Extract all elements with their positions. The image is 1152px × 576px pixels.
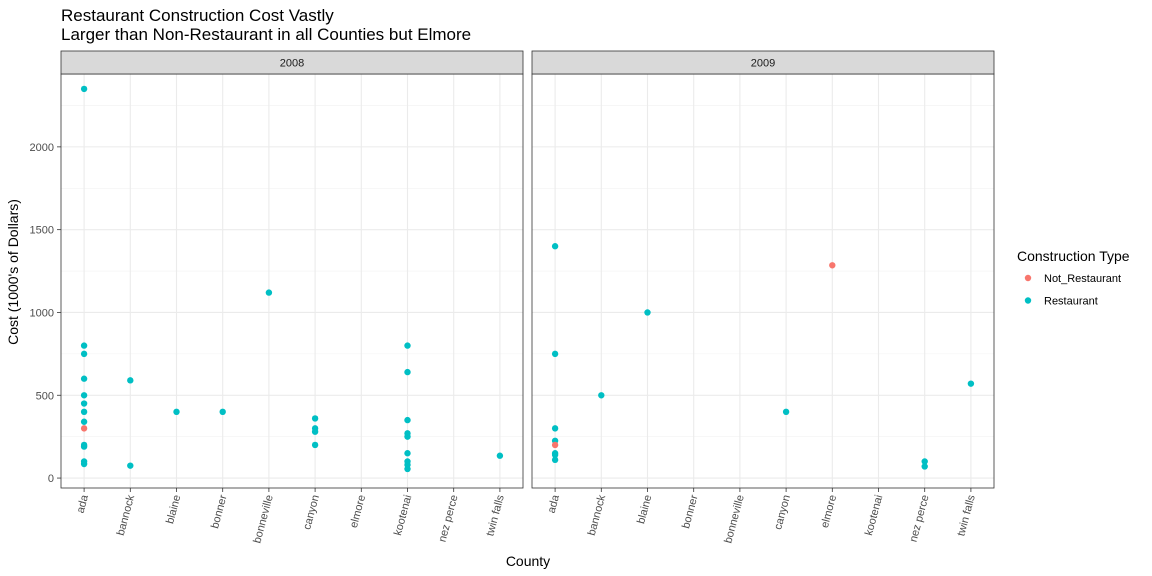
- x-tick-label: canyon: [301, 494, 322, 531]
- data-point: [80, 408, 88, 416]
- data-point: [80, 375, 88, 382]
- x-tick-label: kootenai: [392, 494, 414, 537]
- data-point: [644, 309, 651, 316]
- data-point: [551, 451, 559, 459]
- data-point: [598, 392, 605, 399]
- facet-panel: 2008 ada bannock blaine bonner bonneville cany…: [60, 50, 524, 545]
- x-tick-label: blaine: [635, 494, 654, 525]
- legend-title: Construction Type: [1017, 248, 1130, 264]
- data-point: [80, 425, 88, 432]
- data-point: [80, 460, 88, 468]
- data-point: [782, 408, 790, 416]
- facet-strip-label: 2009: [751, 58, 775, 70]
- y-axis-title: Cost (1000's of Dollars): [5, 199, 21, 345]
- data-point: [219, 408, 226, 416]
- data-point: [921, 458, 928, 465]
- facet-strip-label: 2008: [280, 58, 304, 70]
- panel-background: [532, 74, 994, 488]
- y-axis: 0 500 1000 1500 2000: [30, 142, 61, 485]
- x-tick-label: twin falls: [484, 493, 507, 537]
- data-point: [311, 428, 319, 435]
- x-tick-label: blaine: [164, 494, 183, 525]
- x-tick-label: bannock: [115, 493, 137, 537]
- facet-strip: [60, 50, 524, 75]
- x-tick-label: twin falls: [955, 493, 978, 537]
- data-point: [265, 289, 273, 296]
- x-tick-label: bonner: [209, 493, 230, 530]
- legend-swatch: [1024, 297, 1032, 304]
- y-tick-label: 0: [48, 473, 54, 485]
- data-point: [173, 408, 180, 416]
- data-point: [80, 350, 88, 358]
- x-tick-label: ada: [75, 493, 92, 515]
- x-tick-label: elmore: [819, 494, 839, 530]
- legend: Construction Type Not_Restaurant Restaura…: [1017, 248, 1130, 309]
- data-point: [967, 380, 975, 387]
- data-point: [80, 443, 88, 450]
- chart-subtitle: Larger than Non-Restaurant in all Counti…: [61, 25, 471, 44]
- data-point: [80, 85, 88, 93]
- data-point: [551, 425, 559, 432]
- legend-swatch: [1024, 274, 1032, 282]
- x-tick-label: bonneville: [722, 494, 746, 545]
- data-point: [80, 400, 88, 407]
- data-point: [551, 441, 559, 449]
- panel-background: [61, 74, 523, 488]
- data-point: [80, 392, 88, 399]
- data-point: [127, 462, 134, 469]
- x-tick-label: nez perce: [437, 494, 461, 544]
- data-point: [829, 262, 836, 269]
- x-tick-label: canyon: [772, 494, 793, 531]
- data-point: [496, 452, 504, 459]
- data-point: [311, 441, 319, 449]
- data-point: [80, 418, 88, 425]
- data-point: [551, 350, 559, 358]
- legend-label: Not_Restaurant: [1044, 273, 1121, 285]
- data-point: [404, 342, 411, 349]
- data-point: [404, 416, 411, 424]
- x-tick-label: bonner: [680, 493, 701, 530]
- data-point: [127, 377, 134, 384]
- chart-title: Restaurant Construction Cost Vastly: [61, 6, 334, 25]
- data-point: [921, 463, 928, 470]
- x-tick-label: kootenai: [863, 494, 885, 537]
- data-point: [404, 433, 411, 440]
- x-axis-title: County: [506, 553, 550, 569]
- data-point: [404, 450, 411, 457]
- facet-panel: 2009 ada bannock blaine bonner bonneville cany…: [531, 50, 995, 545]
- y-tick-label: 1000: [30, 307, 54, 319]
- x-tick-label: bannock: [586, 493, 608, 537]
- data-point: [404, 465, 411, 473]
- x-tick-label: bonneville: [251, 494, 275, 545]
- y-tick-label: 2000: [30, 142, 54, 154]
- data-point: [551, 456, 559, 464]
- y-tick-label: 1500: [30, 225, 54, 237]
- data-point: [551, 243, 559, 250]
- data-point: [311, 415, 319, 422]
- data-point: [80, 342, 88, 349]
- x-tick-label: nez perce: [908, 494, 932, 544]
- x-tick-label: ada: [546, 493, 563, 515]
- legend-label: Restaurant: [1044, 296, 1098, 308]
- data-point: [404, 368, 411, 376]
- x-tick-label: elmore: [348, 494, 368, 530]
- y-tick-label: 500: [36, 390, 54, 402]
- facet-strip: [531, 50, 995, 75]
- facet-panels: 2008 ada bannock blaine bonner bonneville cany…: [60, 50, 995, 545]
